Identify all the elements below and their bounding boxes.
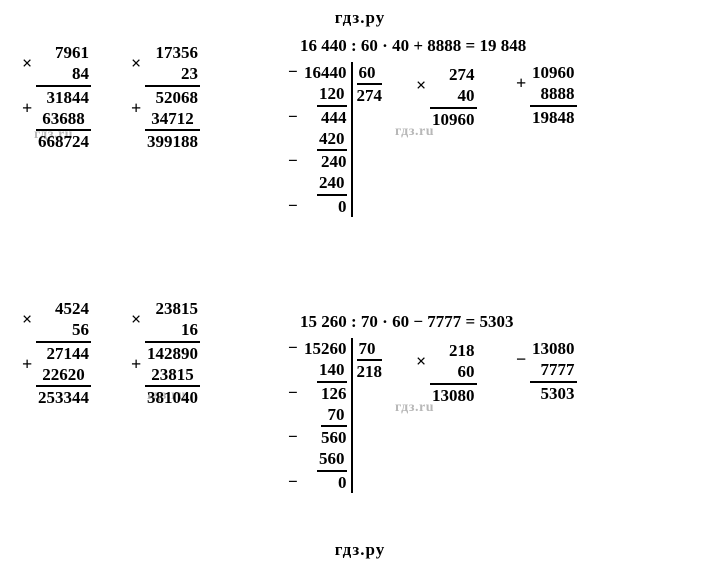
multiplication-m1: × 7961 84+ 3184463688 668724 [36, 42, 91, 152]
page-footer: гдз.ру [0, 540, 720, 560]
column-c2: −13080 7777 5303 [530, 338, 577, 404]
multiplication-m2: × 17356 23+ 5206834712 399188 [145, 42, 200, 152]
expression-e1: 16 440 : 60 · 40 + 8888 = 19 848 [300, 36, 526, 56]
multiplication-m5: × 274 4010960 [430, 64, 477, 130]
watermark: гдз.ru [395, 400, 434, 416]
division-d1: −16440120− 444 420− 240 240− 060274 [300, 62, 382, 217]
expression-e2: 15 260 : 70 · 60 − 7777 = 5303 [300, 312, 513, 332]
division-d2: −15260140− 126 70− 560 560− 070218 [300, 338, 382, 493]
multiplication-m6: × 218 6013080 [430, 340, 477, 406]
column-c1: +10960 888819848 [530, 62, 577, 128]
page-title: гдз.ру [0, 0, 720, 28]
multiplication-m4: × 23815 16+14289023815 381040 [145, 298, 200, 408]
watermark: гдз.ru [395, 124, 434, 140]
multiplication-m3: × 4524 56+ 2714422620 253344 [36, 298, 91, 408]
